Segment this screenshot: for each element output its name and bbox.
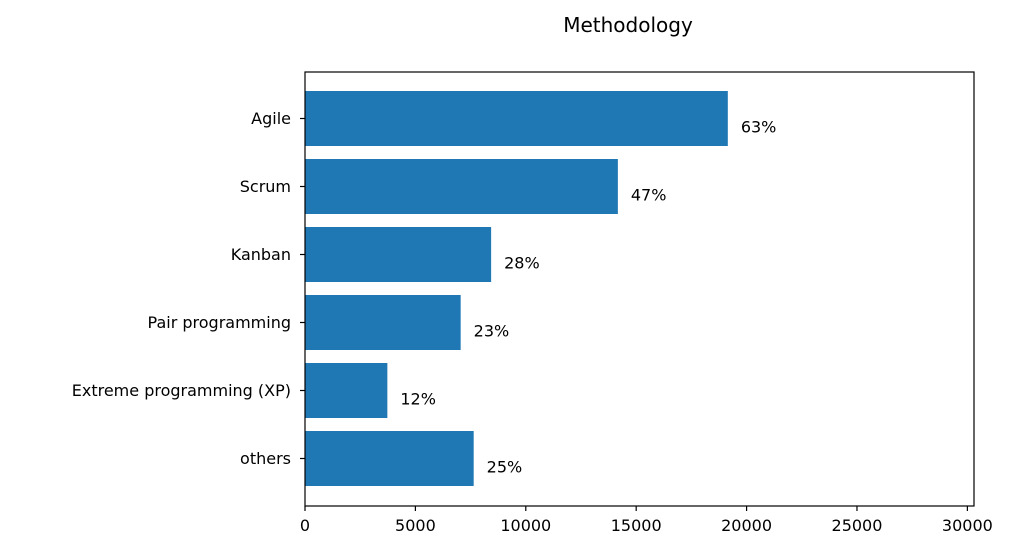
x-tick-label: 30000	[942, 516, 993, 535]
x-tick-label: 10000	[500, 516, 551, 535]
data-label: 23%	[474, 322, 510, 341]
y-tick-label: Pair programming	[148, 313, 291, 332]
x-tick-label: 0	[300, 516, 310, 535]
data-label: 25%	[487, 458, 523, 477]
y-tick-label: Extreme programming (XP)	[72, 381, 291, 400]
x-tick-label: 20000	[721, 516, 772, 535]
x-axis: 0 5000 10000 15000 20000 25000 30000	[300, 506, 993, 535]
y-tick-label: others	[240, 449, 291, 468]
y-axis: Agile Scrum Kanban Pair programming Extreme …	[72, 109, 305, 468]
y-tick-label: Kanban	[231, 245, 291, 264]
x-tick-label: 5000	[395, 516, 436, 535]
data-label: 12%	[400, 390, 436, 409]
bar	[305, 431, 474, 486]
x-tick-label: 25000	[832, 516, 883, 535]
x-tick-label: 15000	[611, 516, 662, 535]
data-label: 47%	[631, 186, 667, 205]
data-label: 63%	[741, 118, 777, 137]
bar	[305, 227, 492, 282]
data-labels-layer: 63% 47% 28% 23% 12% 25%	[400, 118, 776, 477]
bar	[305, 295, 461, 350]
bar	[305, 159, 618, 214]
bar	[305, 91, 728, 146]
chart-title: Methodology	[563, 13, 693, 37]
y-tick-label: Agile	[251, 109, 291, 128]
bars-layer	[305, 91, 728, 486]
bar	[305, 363, 388, 418]
data-label: 28%	[504, 254, 540, 273]
plot-frame	[304, 71, 975, 507]
y-tick-label: Scrum	[240, 177, 291, 196]
